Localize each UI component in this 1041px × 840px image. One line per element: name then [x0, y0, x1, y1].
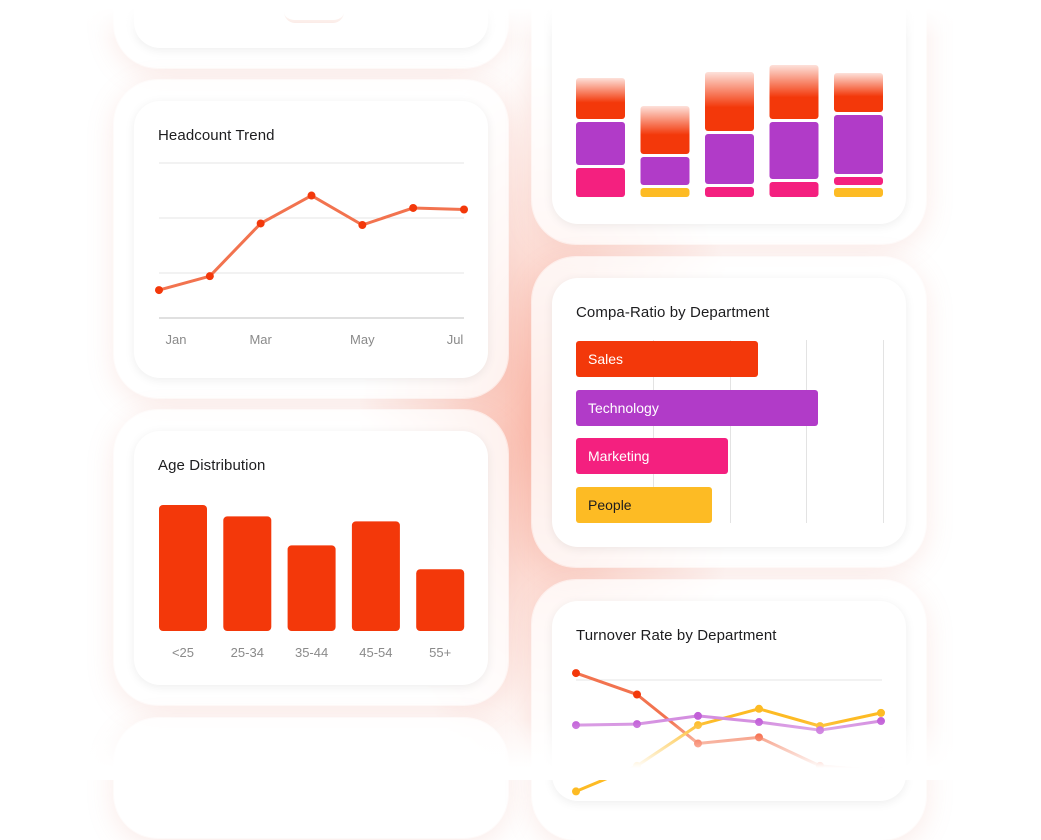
data-point	[816, 726, 824, 735]
data-point	[409, 203, 418, 212]
age-bar	[351, 521, 400, 631]
data-point	[358, 221, 367, 229]
headcount-trend-card: Headcount Trend Jan Mar May Jul	[134, 101, 488, 378]
compa-bar-chart: Sales Technology Marketing People	[552, 278, 906, 547]
turnover-title: Turnover Rate by Department	[576, 627, 777, 644]
gridline	[730, 340, 731, 523]
stacked-segment	[640, 157, 690, 185]
stacked-segment	[834, 177, 883, 185]
bar-label: Marketing	[588, 448, 650, 464]
data-point	[694, 739, 702, 748]
data-point	[877, 717, 885, 726]
card-top-left-partial	[134, 0, 488, 48]
bar-label: Sales	[588, 351, 624, 367]
data-point	[460, 205, 468, 214]
turnover-rate-card: Turnover Rate by Department	[552, 601, 906, 801]
data-point	[816, 761, 824, 770]
data-point	[155, 286, 163, 295]
stacked-segment	[705, 187, 754, 197]
compa-bar-technology: Technology	[576, 389, 818, 426]
bar-label: People	[588, 496, 632, 513]
x-tick-label: Mar	[249, 332, 272, 347]
data-point	[633, 690, 641, 699]
data-point	[877, 708, 885, 717]
age-distribution-card: Age Distribution <25 25-34 35-44 45-54 55+	[134, 431, 488, 685]
age-bar	[287, 545, 336, 631]
data-point	[877, 767, 885, 775]
gridline	[653, 340, 654, 523]
headcount-series-line	[158, 194, 465, 292]
stacked-segment	[769, 122, 819, 179]
x-tick-label: Jul	[447, 332, 464, 347]
stacked-segment	[705, 72, 754, 131]
age-bar-chart: <25 25-34 35-44 45-54 55+	[159, 505, 465, 660]
stacked-segment	[834, 188, 883, 197]
compa-bar-sales: Sales	[576, 341, 759, 377]
data-point	[694, 711, 702, 720]
x-tick-label: 35-44	[295, 645, 328, 660]
data-point	[572, 669, 580, 678]
data-point	[694, 721, 702, 730]
compa-title: Compa-Ratio by Department	[576, 304, 770, 321]
stacked-segment	[640, 188, 690, 197]
data-point	[307, 191, 316, 200]
data-point	[633, 720, 641, 729]
stacked-segment	[640, 106, 690, 154]
turnover-line-chart	[572, 669, 885, 796]
stacked-segment	[769, 182, 819, 197]
chart-fragment	[284, 12, 344, 23]
stacked-segment	[705, 134, 754, 184]
data-point	[755, 733, 763, 742]
age-bar	[416, 569, 465, 631]
data-point	[633, 761, 641, 770]
stacked-bar-card	[552, 0, 906, 224]
age-bar	[159, 505, 207, 631]
age-title: Age Distribution	[158, 457, 266, 474]
gridline	[883, 340, 884, 523]
data-point	[205, 272, 214, 281]
stacked-bar-chart	[576, 65, 883, 197]
x-tick-label: 25-34	[231, 645, 264, 660]
x-tick-label: <25	[172, 645, 194, 660]
data-point	[256, 219, 265, 228]
data-point	[572, 721, 580, 730]
headcount-title: Headcount Trend	[158, 127, 275, 144]
x-tick-label: 45-54	[359, 645, 392, 660]
stacked-segment	[769, 65, 819, 119]
stacked-segment	[576, 168, 625, 197]
turnover-series-line	[575, 707, 882, 793]
compa-bar-people: People	[576, 486, 713, 523]
compa-ratio-card: Compa-Ratio by Department Sales Technolog…	[552, 278, 906, 547]
stacked-segment	[834, 73, 883, 112]
data-point	[755, 718, 763, 727]
data-point	[572, 787, 580, 796]
stacked-segment	[576, 122, 625, 165]
stacked-segment	[576, 78, 625, 119]
data-point	[755, 704, 763, 713]
x-tick-label: May	[350, 332, 375, 347]
card-frame-bottom-left	[114, 718, 508, 838]
x-tick-label: 55+	[429, 645, 451, 660]
x-tick-label: Jan	[166, 332, 187, 347]
compa-bar-marketing: Marketing	[576, 438, 728, 474]
bar-label: Technology	[588, 399, 659, 416]
gridline	[806, 340, 807, 523]
age-bar	[223, 516, 272, 631]
headcount-line-chart: Jan Mar May Jul	[155, 162, 468, 347]
stacked-segment	[834, 115, 883, 174]
